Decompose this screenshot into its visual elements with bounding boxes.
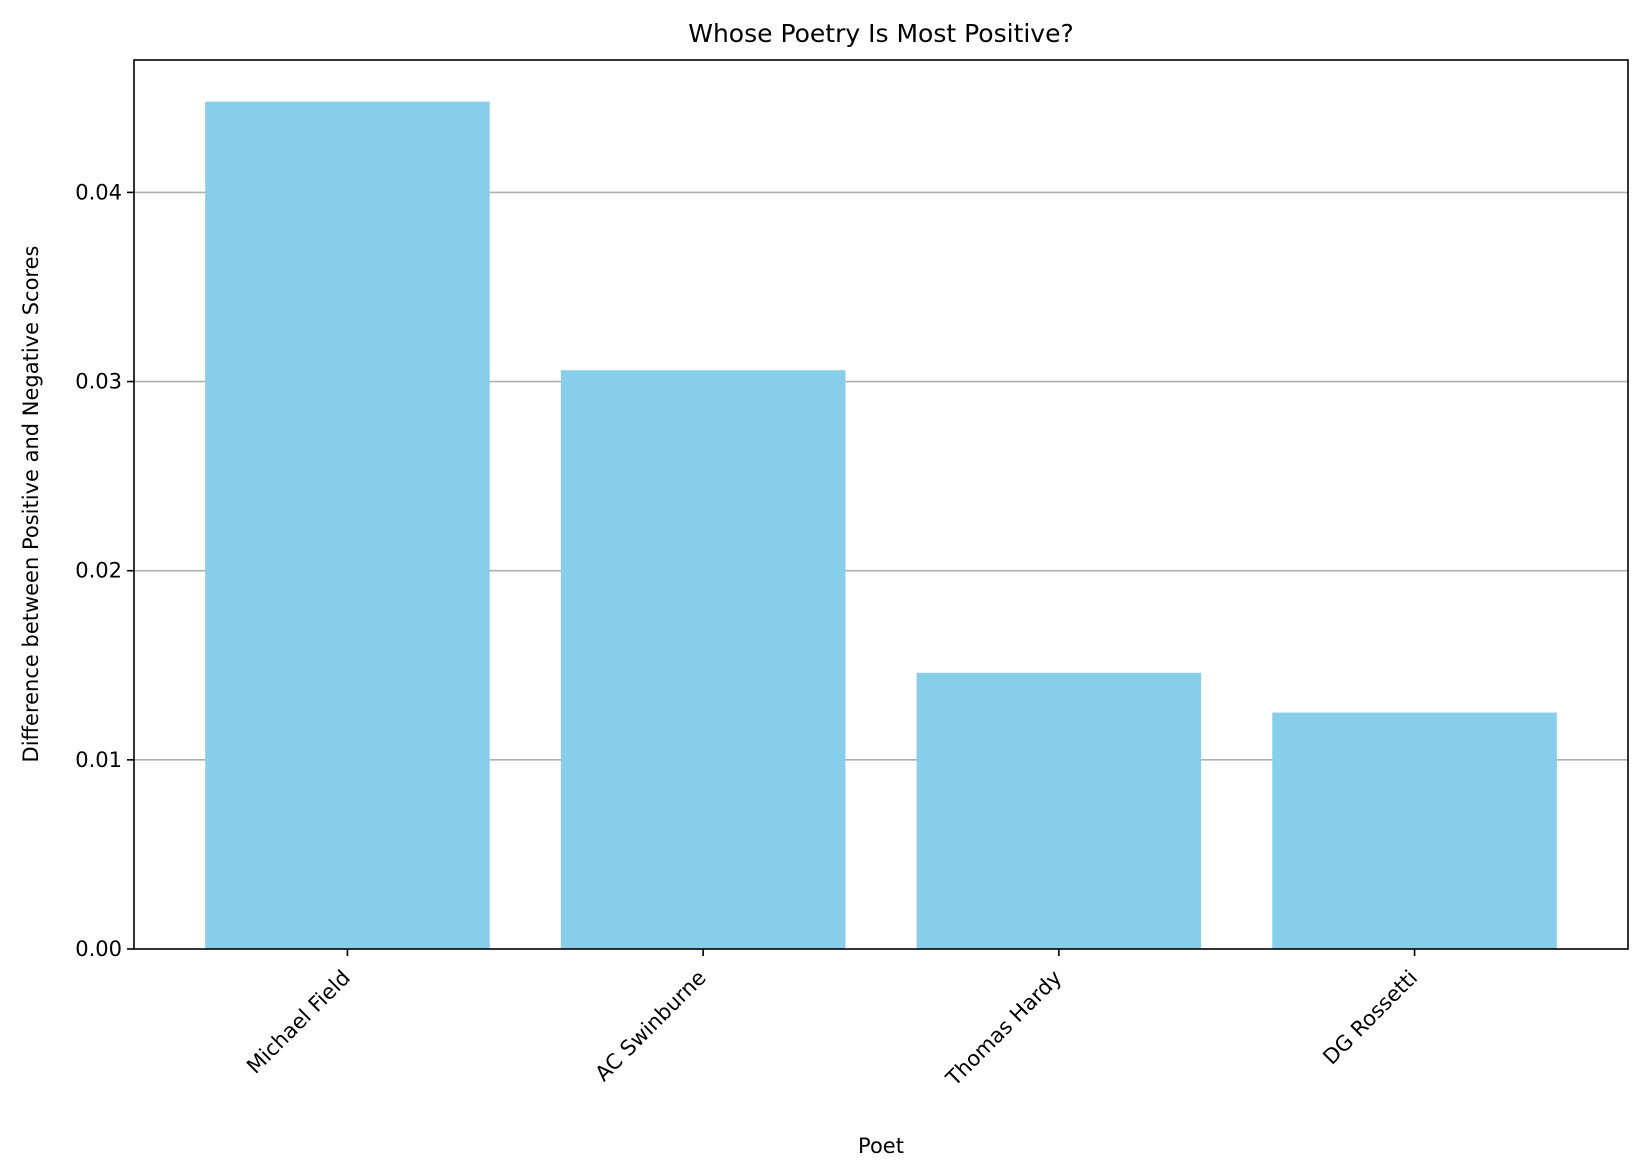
bars bbox=[205, 101, 1557, 950]
y-tick-label: 0.03 bbox=[75, 370, 122, 394]
y-tick-label: 0.04 bbox=[75, 180, 122, 204]
x-axis-ticks: Michael Field AC Swinburne Thomas Hardy DG … bbox=[242, 949, 1422, 1091]
y-axis-ticks: 0.00 0.01 0.02 0.03 0.04 bbox=[75, 180, 134, 961]
y-axis-label: Difference between Positive and Negative… bbox=[19, 246, 43, 763]
chart-title: Whose Poetry Is Most Positive? bbox=[688, 19, 1074, 48]
bar-dg-rossetti bbox=[1272, 712, 1557, 949]
x-tick-label: Thomas Hardy bbox=[941, 966, 1067, 1092]
x-tick-label: Michael Field bbox=[242, 966, 355, 1079]
x-tick-label: DG Rossetti bbox=[1318, 966, 1422, 1070]
y-tick-label: 0.00 bbox=[75, 937, 122, 961]
bar-thomas-hardy bbox=[916, 672, 1202, 949]
bar-ac-swinburne bbox=[560, 370, 846, 950]
y-tick-label: 0.01 bbox=[75, 748, 122, 772]
bar-michael-field bbox=[205, 101, 490, 949]
plot-area-frame bbox=[133, 59, 1629, 950]
y-tick-label: 0.02 bbox=[75, 559, 122, 583]
x-axis-label: Poet bbox=[858, 1134, 904, 1158]
x-tick-label: AC Swinburne bbox=[590, 966, 710, 1086]
